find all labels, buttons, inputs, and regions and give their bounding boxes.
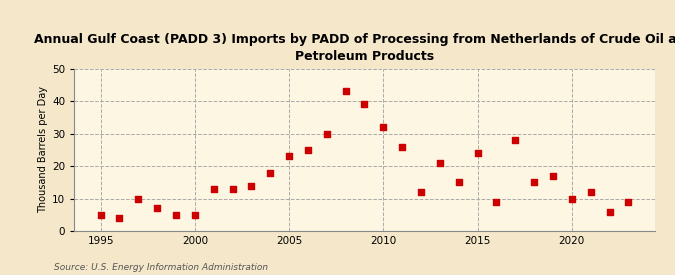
Text: Source: U.S. Energy Information Administration: Source: U.S. Energy Information Administ… (54, 263, 268, 272)
Point (529, 180, 539, 185)
Point (416, 190, 427, 194)
Point (95, 213, 106, 217)
Point (510, 138, 520, 142)
Point (209, 187, 219, 191)
Point (340, 89, 351, 94)
Point (152, 206, 163, 210)
Point (359, 102, 370, 107)
Point (227, 187, 238, 191)
Point (246, 183, 256, 188)
Point (435, 161, 446, 165)
Point (114, 216, 125, 220)
Point (302, 148, 313, 152)
Point (190, 213, 200, 217)
Point (265, 170, 275, 175)
Point (454, 180, 464, 185)
Point (321, 131, 332, 136)
Point (397, 144, 408, 149)
Point (491, 200, 502, 204)
Point (472, 151, 483, 155)
Point (378, 125, 389, 129)
Y-axis label: Thousand Barrels per Day: Thousand Barrels per Day (38, 86, 48, 213)
Point (171, 213, 182, 217)
Point (133, 196, 144, 201)
Point (547, 174, 558, 178)
Point (585, 190, 596, 194)
Title: Annual Gulf Coast (PADD 3) Imports by PADD of Processing from Netherlands of Cru: Annual Gulf Coast (PADD 3) Imports by PA… (34, 34, 675, 64)
Point (566, 196, 577, 201)
Point (604, 209, 615, 214)
Point (623, 200, 634, 204)
Point (284, 154, 294, 159)
